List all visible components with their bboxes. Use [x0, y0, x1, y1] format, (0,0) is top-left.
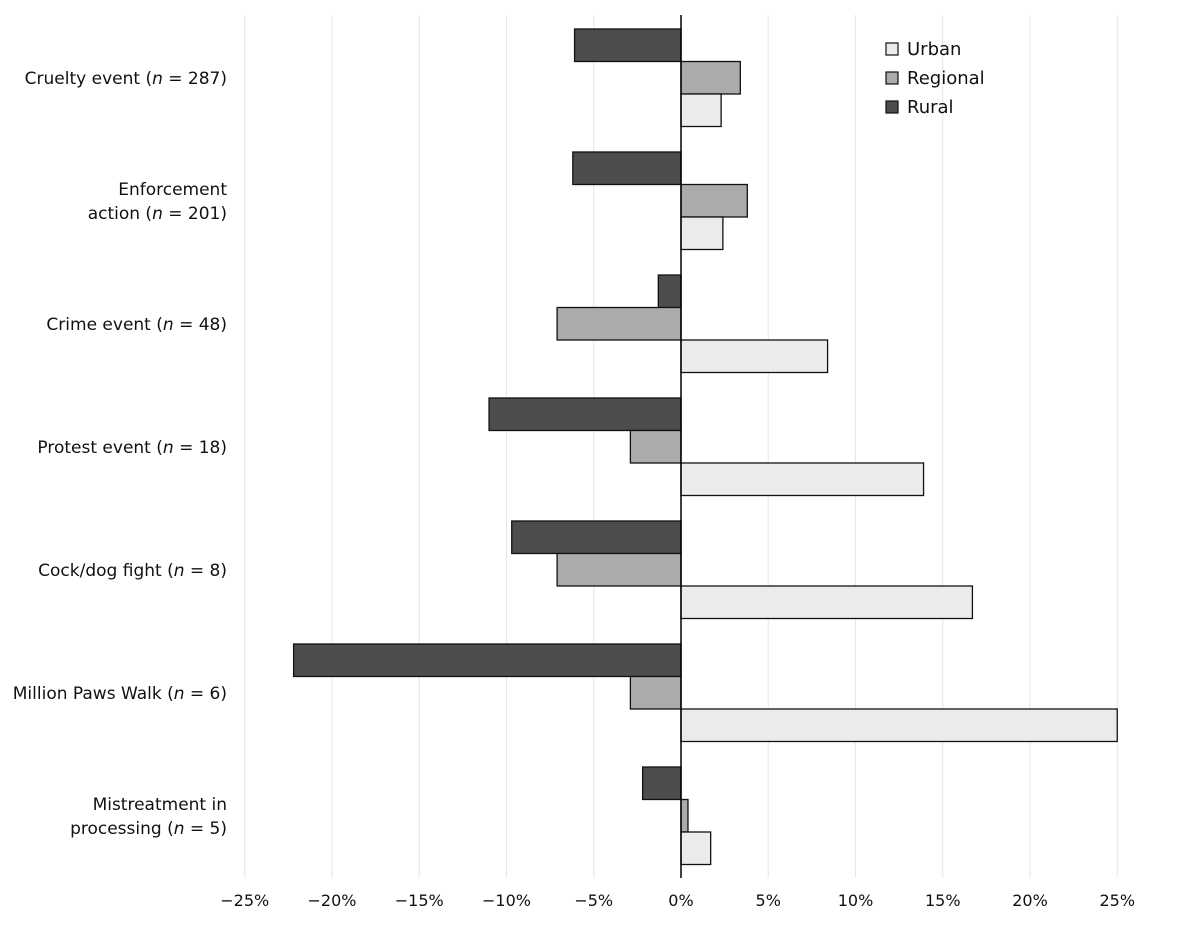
x-tick-label: −20% [308, 891, 357, 910]
x-tick-label: 5% [756, 891, 781, 910]
bar-urban [680, 708, 1118, 743]
bar-rural [573, 28, 682, 63]
x-tick-label: −10% [482, 891, 531, 910]
bar-rural [657, 274, 682, 309]
category-label: Crime event (n = 48) [46, 315, 227, 335]
category-label: Enforcement [118, 180, 227, 200]
bar-rural [488, 397, 682, 432]
bar-urban [680, 585, 974, 620]
legend-swatch-urban [885, 42, 899, 56]
x-tick-label: 10% [838, 891, 874, 910]
category-labels: Cruelty event (n = 287) Enforcement action… [13, 69, 228, 839]
category-label: Protest event (n = 18) [37, 438, 227, 458]
x-tick-label: −5% [574, 891, 613, 910]
category-label: action (n = 201) [88, 204, 227, 224]
bar-rural [572, 151, 682, 186]
bar-rural [641, 766, 682, 801]
bar-urban [680, 216, 724, 251]
bar-regional [680, 60, 741, 95]
x-tick-label: 20% [1012, 891, 1048, 910]
x-tick-label: 15% [925, 891, 961, 910]
category-label: Mistreatment in [93, 795, 227, 815]
bar-regional [629, 675, 682, 710]
x-axis-ticks: −25% −20% −15% −10% −5% 0% 5% 10% 15% 20% 25% [220, 891, 1135, 910]
legend-label-urban: Urban [907, 39, 961, 60]
bar-urban [680, 339, 829, 374]
bar-regional [556, 552, 682, 587]
legend-label-rural: Rural [907, 97, 954, 118]
legend-label-regional: Regional [907, 68, 985, 89]
category-label: processing (n = 5) [70, 819, 227, 839]
x-tick-label: −15% [395, 891, 444, 910]
bar-urban [680, 831, 712, 866]
bar-urban [680, 93, 722, 128]
category-label: Million Paws Walk (n = 6) [13, 684, 227, 704]
bar-regional [680, 183, 748, 218]
x-tick-label: 0% [668, 891, 693, 910]
legend-swatch-regional [885, 71, 899, 85]
bar-regional [680, 798, 689, 833]
x-tick-label: −25% [220, 891, 269, 910]
bar-regional [629, 429, 682, 464]
legend-swatch-rural [885, 100, 899, 114]
legend: Urban Regional Rural [885, 39, 985, 118]
x-tick-label: 25% [1099, 891, 1135, 910]
bar-urban [680, 462, 925, 497]
bar-rural [511, 520, 682, 555]
bars [292, 28, 1118, 866]
bar-rural [292, 643, 682, 678]
category-label: Cock/dog fight (n = 8) [38, 561, 227, 581]
category-label: Cruelty event (n = 287) [25, 69, 227, 89]
bar-regional [556, 306, 682, 341]
